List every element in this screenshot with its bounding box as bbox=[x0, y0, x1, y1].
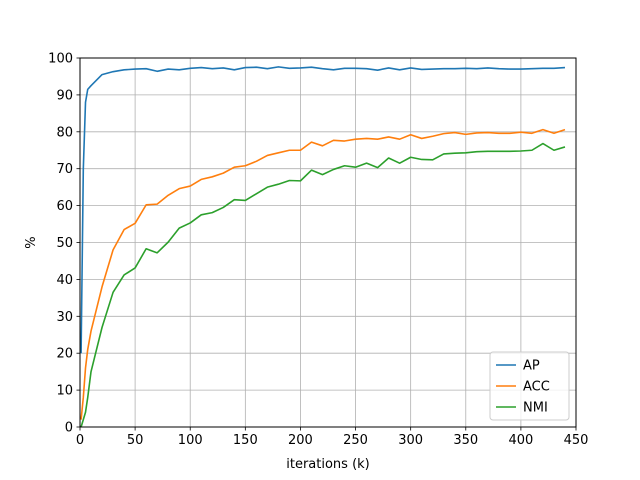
x-tick-label: 200 bbox=[288, 433, 313, 448]
x-tick-label: 0 bbox=[76, 433, 84, 448]
y-tick-label: 30 bbox=[56, 310, 73, 325]
x-tick-label: 100 bbox=[178, 433, 203, 448]
x-axis-label: iterations (k) bbox=[286, 457, 370, 472]
y-axis-ticks: 0 10 20 30 40 50 60 70 80 90 100 bbox=[48, 52, 80, 436]
x-tick-label: 300 bbox=[398, 433, 423, 448]
legend: AP ACC NMI bbox=[489, 351, 570, 421]
legend-label-nmi: NMI bbox=[523, 401, 548, 416]
x-tick-label: 150 bbox=[233, 433, 258, 448]
series-line-acc bbox=[80, 128, 566, 420]
x-tick-label: 50 bbox=[127, 433, 144, 448]
y-tick-label: 90 bbox=[56, 88, 73, 103]
series-line-ap bbox=[80, 66, 566, 354]
x-axis-ticks: 0 50 100 150 200 250 300 350 400 450 bbox=[76, 427, 589, 448]
y-tick-label: 70 bbox=[56, 162, 73, 177]
y-tick-label: 60 bbox=[56, 199, 73, 214]
y-tick-label: 40 bbox=[56, 273, 73, 288]
series-layer bbox=[80, 66, 566, 428]
y-tick-label: 0 bbox=[65, 421, 73, 436]
legend-label-ap: AP bbox=[523, 359, 540, 374]
y-tick-label: 80 bbox=[56, 125, 73, 140]
x-tick-label: 250 bbox=[343, 433, 368, 448]
y-tick-label: 10 bbox=[56, 384, 73, 399]
series-line-nmi bbox=[80, 142, 566, 428]
legend-box bbox=[489, 351, 570, 421]
y-tick-label: 50 bbox=[56, 236, 73, 251]
x-tick-label: 400 bbox=[508, 433, 533, 448]
x-tick-label: 450 bbox=[564, 433, 589, 448]
y-tick-label: 20 bbox=[56, 347, 73, 362]
y-tick-label: 100 bbox=[48, 52, 73, 67]
legend-label-acc: ACC bbox=[523, 380, 550, 395]
y-axis-label: % bbox=[24, 236, 39, 248]
x-tick-label: 350 bbox=[453, 433, 478, 448]
